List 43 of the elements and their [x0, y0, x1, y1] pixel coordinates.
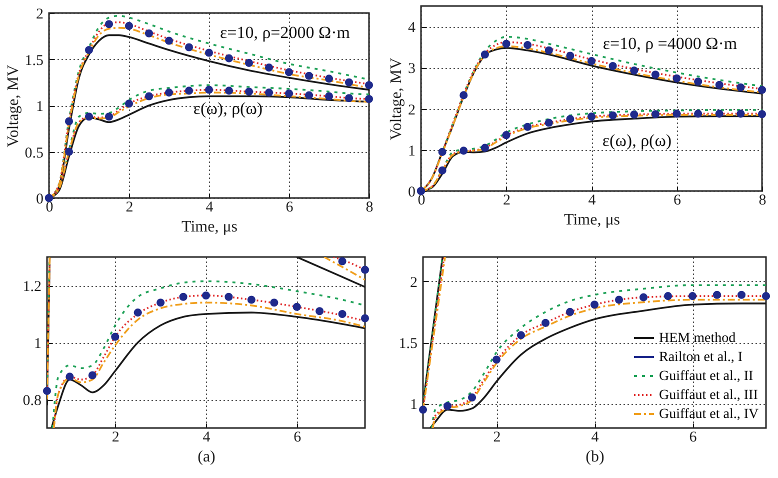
y-tick-label: 0.8 — [22, 393, 42, 409]
annotation: ε(ω), ρ(ω) — [193, 99, 263, 118]
annotation: ε=10, ρ=2000 Ω·m — [220, 23, 350, 42]
y-tick-label: 0.5 — [24, 145, 44, 162]
x-tick-label: 4 — [206, 200, 214, 216]
legend-label: Guiffaut et al., IV — [659, 407, 759, 422]
y-tick-label: 2 — [408, 102, 416, 118]
x-axis-title: Time, μs — [181, 218, 238, 236]
y-tick-label: 1.5 — [24, 52, 44, 69]
y-tick-label: 1.2 — [22, 279, 42, 295]
y-axis-title: Voltage, MV — [4, 64, 22, 148]
y-tick-label: 1 — [34, 336, 42, 352]
annotation: ε=10, ρ =4000 Ω·m — [602, 34, 738, 53]
x-axis-title: (b) — [586, 448, 604, 466]
x-tick-label: 6 — [294, 430, 302, 446]
legend-label: Railton et al., I — [659, 350, 743, 365]
annotation: ε(ω), ρ(ω) — [602, 131, 672, 150]
x-tick-label: 2 — [493, 430, 501, 446]
x-axis-title: Time, μs — [564, 212, 620, 228]
x-tick-label: 8 — [366, 200, 374, 216]
x-tick-label: 4 — [591, 430, 600, 446]
y-tick-label: 1 — [410, 397, 418, 414]
legend-label: HEM method — [659, 331, 736, 346]
legend-label: Guiffaut et al., III — [659, 388, 758, 403]
x-tick-label: 6 — [689, 430, 698, 446]
x-tick-label: 6 — [674, 192, 682, 208]
x-axis-title: (a) — [198, 448, 216, 466]
y-tick-label: 1 — [408, 143, 416, 160]
x-tick-label: 2 — [112, 430, 120, 446]
legend-label: Guiffaut et al., II — [659, 369, 754, 384]
y-axis-title: Voltage, MV — [388, 57, 405, 140]
y-tick-label: 1 — [36, 99, 44, 115]
y-tick-label: 3 — [408, 61, 416, 78]
x-tick-label: 2 — [503, 192, 510, 208]
x-tick-label: 4 — [202, 430, 211, 446]
x-tick-label: 8 — [758, 192, 766, 208]
y-tick-label: 1.5 — [398, 336, 418, 352]
y-tick-label: 2 — [36, 6, 44, 22]
x-tick-label: 4 — [588, 192, 596, 208]
y-tick-label: 4 — [408, 20, 416, 36]
y-tick-label: 2 — [410, 274, 418, 291]
x-tick-label: 6 — [286, 200, 294, 216]
x-tick-label: 2 — [126, 200, 134, 216]
